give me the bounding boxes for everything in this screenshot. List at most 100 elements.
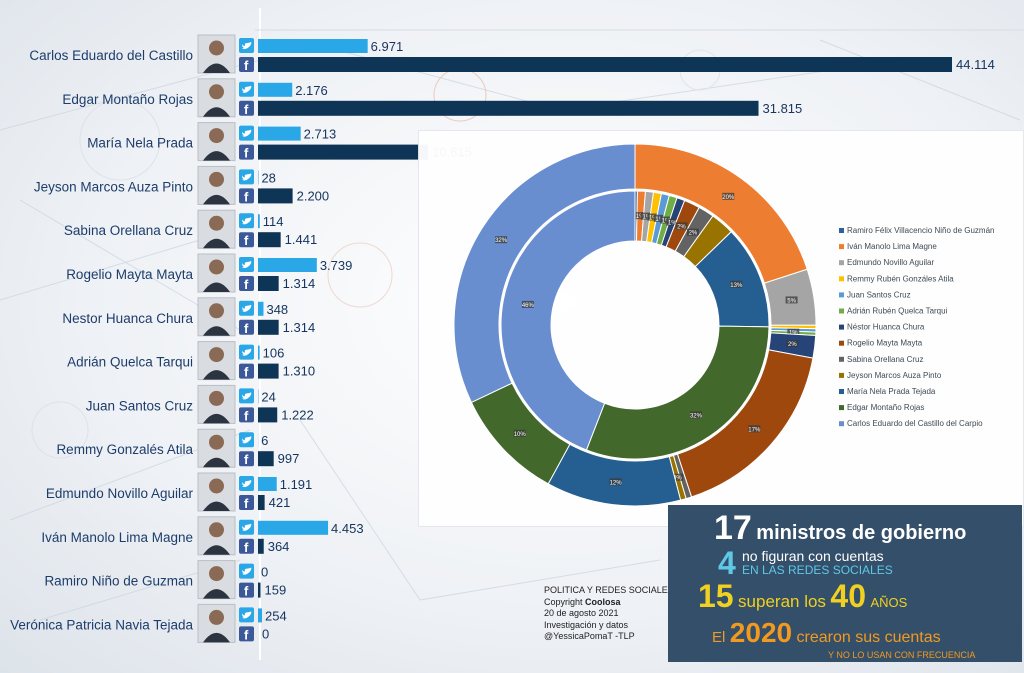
facebook-bar	[258, 57, 952, 72]
facebook-value-label: 0	[262, 626, 269, 641]
svg-text:f: f	[244, 189, 249, 204]
twitter-bar	[258, 126, 301, 141]
credits-brand: Coolosa	[585, 596, 621, 607]
svg-text:f: f	[244, 102, 249, 117]
avatar-icon	[197, 341, 236, 381]
outer-ring-pct-label: 32%	[495, 238, 508, 244]
twitter-value-label: 348	[266, 302, 288, 317]
outer-ring-pct-label: 20%	[722, 195, 735, 201]
outer-ring-pct-label: 1%	[789, 331, 798, 337]
outer-ring-pct-label: 17%	[748, 427, 761, 433]
twitter-bird-icon	[239, 476, 254, 491]
legend-swatch	[839, 276, 844, 282]
avatar-icon	[197, 253, 236, 293]
category-label: Sabina Orellana Cruz	[64, 223, 193, 238]
category-label: Ramiro Niño de Guzman	[44, 574, 193, 589]
legend-swatch	[839, 228, 844, 233]
svg-text:f: f	[244, 627, 249, 642]
bar-group: Verónica Patricia Navia Tejada f 254 0	[10, 603, 287, 643]
avatar-icon	[197, 428, 236, 468]
legend-swatch	[839, 340, 844, 346]
facebook-value-label: 1.222	[281, 407, 314, 422]
info-text-4b: crearon sus cuentas	[796, 629, 941, 646]
facebook-bar	[258, 451, 274, 467]
bar-group: Edgar Montaño Rojas f 2.176 31.815	[62, 78, 802, 118]
svg-text:f: f	[244, 321, 249, 336]
svg-text:f: f	[244, 496, 249, 511]
twitter-bird-icon	[239, 38, 254, 53]
pct-label-bg	[660, 216, 673, 224]
pct-label-bg	[495, 236, 508, 244]
twitter-value-label: 0	[261, 565, 268, 580]
bar-group: Adrián Quelca Tarqui f 106 1.310	[67, 341, 315, 381]
outer-ring-pct-label: 0%	[673, 476, 682, 482]
legend-swatch	[839, 324, 844, 330]
category-label: Rogelio Mayta Mayta	[66, 267, 193, 282]
facebook-value-label: 421	[269, 495, 291, 510]
legend-entry: Carlos Eduardo del Castillo del Carpio	[847, 419, 983, 428]
facebook-f-icon: f	[239, 451, 254, 467]
pct-label-bg	[671, 473, 684, 481]
facebook-f-icon: f	[239, 100, 254, 117]
avatar-icon	[197, 122, 236, 162]
pct-label-bg	[786, 340, 799, 348]
donut-chart-share: 0%20%5%1%2%17%0%12%10%32%1%1%1%1%1%1%2%2…	[453, 143, 994, 507]
info-text-3a: superan los	[738, 592, 826, 611]
facebook-value-label: 364	[268, 539, 290, 554]
twitter-bar	[258, 82, 293, 97]
avatar-icon	[197, 472, 236, 512]
category-label: Jeyson Marcos Auza Pinto	[34, 179, 193, 194]
twitter-bird-icon	[239, 563, 254, 579]
inner-ring-pct-label: 46%	[522, 303, 535, 309]
facebook-f-icon: f	[239, 538, 254, 555]
pct-label-bg	[513, 429, 526, 437]
credits-line: POLITICA Y REDES SOCIALES	[544, 585, 674, 595]
facebook-value-label: 997	[278, 451, 300, 466]
twitter-value-label: 28	[261, 170, 275, 185]
pct-label-bg	[748, 425, 761, 433]
pct-label-bg	[785, 296, 798, 304]
legend-swatch	[839, 292, 844, 298]
credits-line: Investigación y datos	[544, 619, 629, 630]
inner-ring-pct-label: 32%	[690, 413, 703, 419]
facebook-f-icon: f	[239, 407, 254, 423]
info-number-4-value: 4	[718, 545, 736, 581]
category-label: Edmundo Novillo Aguilar	[46, 486, 194, 501]
inner-ring-pct-label: 1%	[636, 214, 645, 220]
twitter-bird-icon	[239, 213, 254, 229]
legend-entry: Sabina Orellana Cruz	[847, 355, 923, 364]
outer-ring-pct-label: 5%	[787, 298, 796, 304]
outer-ring-pct-label: 10%	[514, 432, 527, 438]
info-text-4a: El	[712, 629, 726, 646]
info-text-4c: Y NO LO USAN CON FRECUENCIA	[828, 650, 976, 660]
facebook-f-icon: f	[239, 495, 254, 511]
info-number-4: 4	[718, 545, 736, 582]
twitter-bird-icon	[239, 432, 254, 448]
avatar-icon	[197, 384, 236, 424]
twitter-value-label: 2.713	[304, 127, 337, 142]
twitter-bird-icon	[239, 257, 254, 272]
inner-ring-pct-label: 1%	[668, 221, 677, 227]
facebook-bar	[258, 407, 278, 423]
credits-copyright: Copyright	[544, 596, 586, 607]
svg-text:f: f	[244, 452, 249, 467]
pct-label-bg	[647, 213, 660, 221]
twitter-bird-icon	[239, 125, 254, 141]
info-text-1: ministros de gobierno	[756, 522, 967, 544]
twitter-bar	[258, 520, 329, 535]
outer-ring-pct-label: 2%	[788, 342, 797, 348]
twitter-value-label: 24	[261, 389, 275, 404]
inner-ring-pct-label: 1%	[642, 215, 651, 221]
avatar-icon	[197, 209, 236, 249]
legend-swatch	[839, 421, 844, 427]
category-label: Juan Santos Cruz	[86, 398, 194, 413]
inner-ring-pct-label: 1%	[655, 217, 664, 223]
facebook-bar	[258, 144, 429, 160]
info-line-3: 15 superan los 40 AÑOS	[698, 578, 907, 615]
pct-label-bg	[686, 228, 699, 236]
facebook-bar	[258, 319, 279, 335]
facebook-f-icon: f	[239, 276, 254, 292]
legend-swatch	[839, 405, 844, 411]
facebook-bar	[258, 100, 759, 116]
